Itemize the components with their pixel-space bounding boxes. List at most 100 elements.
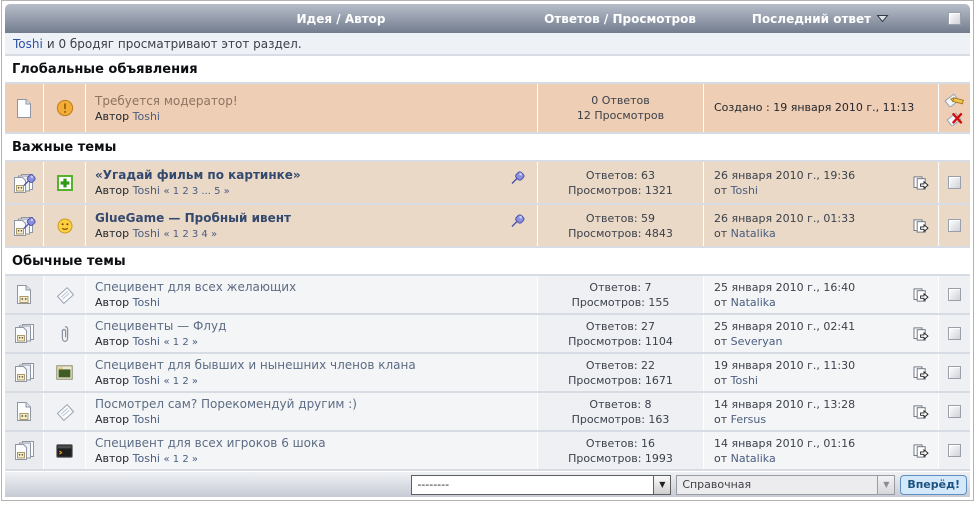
topic-title-link[interactable]: «Угадай фильм по картинке» [95,168,301,182]
paperclip-icon [60,325,70,343]
page-links[interactable]: « 1 2 » [163,454,198,465]
topic-checkbox[interactable] [948,405,961,418]
author-label: Автор [95,184,130,197]
topic-type-cell [5,315,43,352]
replies-cell: Ответов: 22 Просмотров: 1671 [537,354,703,391]
topic-marker-cell [43,393,85,430]
author-link[interactable]: Toshi [132,452,160,465]
topic-row: Посмотрел сам? Порекомендуй другим :) Ав… [5,393,970,432]
topic-title-link[interactable]: Специвенты — Флуд [95,319,227,333]
goto-last-post-icon[interactable] [913,326,930,341]
topic-pages-icon [13,440,35,461]
topic-moderation-select-value: -------- [417,478,450,491]
pinned-pages-icon [12,215,37,237]
chevron-down-icon: ▼ [877,475,895,494]
author-link[interactable]: Toshi [132,413,160,426]
created-cell: Создано : 19 января 2010 г., 11:13 [703,84,938,132]
topic-title-cell: Специвент для всех игроков 6 шока Автор … [85,432,537,469]
column-last-reply-sort[interactable]: Последний ответ [703,12,938,26]
topic-title-link[interactable]: Специвент для бывших и нынешних членов к… [95,358,416,372]
author-label: Автор [95,227,130,240]
pin-icon [510,212,526,228]
topic-title-cell: Специвент для бывших и нынешних членов к… [85,354,537,391]
viewing-user-link[interactable]: Toshi [13,36,43,51]
goto-last-post-icon[interactable] [913,175,930,190]
last-reply-cell: 19 января 2010 г., 11:30 от Toshi [703,354,938,391]
last-reply-author-link[interactable]: Toshi [730,373,758,387]
author-label: Автор [95,413,130,426]
page-links[interactable]: « 1 2 » [163,376,198,387]
topic-type-cell [5,393,43,430]
select-all-checkbox[interactable] [947,12,961,25]
last-reply-author-link[interactable]: Natalika [730,451,776,465]
last-reply-author-link[interactable]: Fersus [730,412,767,426]
forum-jump-select[interactable]: Справочная ▼ [676,474,896,495]
last-reply-date: 26 января 2010 г., 01:33 [714,211,856,225]
topic-checkbox[interactable] [948,288,961,301]
page-links[interactable]: « 1 2 3 ... 5 » [163,186,230,197]
edit-announcement-icon[interactable] [944,91,965,107]
topic-title-link[interactable]: Специвент для всех желающих [95,280,297,294]
page-links[interactable]: « 1 2 » [163,337,198,348]
last-reply-author-link[interactable]: Natalika [730,226,776,240]
page-links[interactable]: « 1 2 3 4 » [163,229,218,240]
views-count: Просмотров: 4843 [568,226,673,240]
topic-checkbox[interactable] [948,444,961,457]
section-global-announcements: Глобальные объявления [5,56,970,84]
goto-last-post-icon[interactable] [913,287,930,302]
topic-type-cell [5,84,43,132]
replies-count: Ответов: 59 [585,211,656,225]
author-link[interactable]: Toshi [132,374,160,387]
author-link[interactable]: Toshi [132,109,160,123]
topic-type-cell [5,162,43,203]
topic-title-link[interactable]: Посмотрел сам? Порекомендуй другим :) [95,397,357,411]
goto-last-post-icon[interactable] [913,365,930,380]
announcement-title-link[interactable]: Требуется модератор! [95,93,238,108]
delete-announcement-icon[interactable] [946,110,964,126]
replies-cell: 0 Ответов 12 Просмотров [537,84,703,132]
views-count: Просмотров: 1321 [568,183,673,197]
topic-row: GlueGame — Пробный ивент Автор Toshi « 1… [5,205,970,248]
author-link[interactable]: Toshi [132,227,160,240]
topic-checkbox[interactable] [948,219,961,232]
select-cell [938,162,970,203]
announcement-actions-cell [938,84,970,132]
replies-cell: Ответов: 8 Просмотров: 163 [537,393,703,430]
go-button[interactable]: Вперёд! [900,474,967,495]
section-regular-topics: Обычные темы [5,248,970,276]
from-label: от [714,183,728,197]
last-reply-author-link[interactable]: Natalika [730,295,776,309]
from-label: от [714,373,728,387]
last-reply-author-link[interactable]: Severyan [730,334,783,348]
from-label: от [714,451,728,465]
views-count: Просмотров: 1671 [568,373,673,387]
column-last-reply-label: Последний ответ [751,11,872,26]
goto-last-post-icon[interactable] [913,218,930,233]
topic-checkbox[interactable] [948,366,961,379]
author-link[interactable]: Toshi [132,296,160,309]
header-check-cell [938,12,970,25]
last-reply-date: 14 января 2010 г., 01:16 [714,436,856,450]
topic-moderation-select[interactable]: -------- ▼ [411,474,672,495]
table-header: Идея / Автор Ответов / Просмотров Послед… [5,4,970,33]
topic-type-cell [5,432,43,469]
topic-pages-icon [13,323,35,344]
topic-checkbox[interactable] [948,176,961,189]
last-reply-cell: 14 января 2010 г., 13:28 от Fersus [703,393,938,430]
replies-count: 0 Ответов [591,94,650,107]
topic-type-cell [5,354,43,391]
topic-type-cell [5,276,43,313]
goto-last-post-icon[interactable] [913,404,930,419]
topic-title-link[interactable]: Специвент для всех игроков 6 шока [95,436,326,450]
goto-last-post-icon[interactable] [913,443,930,458]
topic-checkbox[interactable] [948,327,961,340]
author-link[interactable]: Toshi [132,335,160,348]
last-reply-author-link[interactable]: Toshi [730,183,758,197]
author-label: Автор [95,374,130,387]
announcement-row: Требуется модератор! Автор Toshi 0 Ответ… [5,84,970,134]
topic-type-cell [5,205,43,246]
last-reply-cell: 26 января 2010 г., 19:36 от Toshi [703,162,938,203]
topic-title-link[interactable]: GlueGame — Пробный ивент [95,211,291,225]
replies-cell: Ответов: 16 Просмотров: 1993 [537,432,703,469]
author-link[interactable]: Toshi [132,184,160,197]
